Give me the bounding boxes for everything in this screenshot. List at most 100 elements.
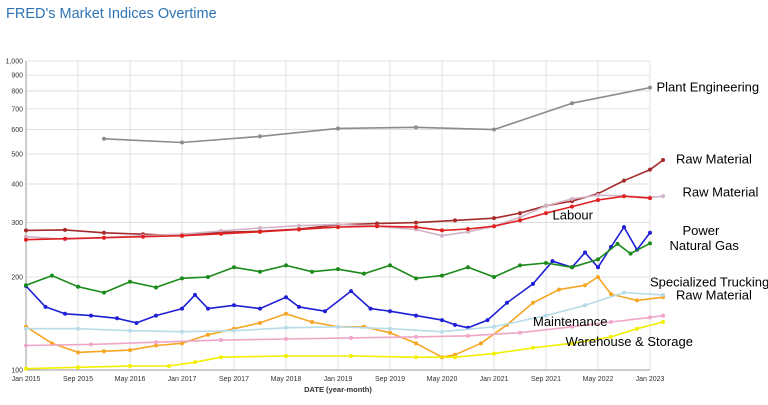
- series-line-natural-gas: [25, 242, 651, 294]
- data-point-power: [453, 322, 457, 327]
- data-point-maintenance: [284, 336, 288, 341]
- data-point-natural-gas: [628, 251, 633, 256]
- data-point-raw-material: [258, 226, 262, 231]
- data-point-specialized-trucking: [310, 320, 314, 325]
- y-tick-label: 500: [11, 152, 23, 159]
- y-tick-label: 900: [11, 73, 23, 80]
- series-label-specialized-trucking: Specialized Trucking: [650, 274, 768, 289]
- data-point-natural-gas: [310, 269, 314, 274]
- data-point-power: [206, 306, 210, 311]
- y-tick-label: 600: [11, 127, 23, 134]
- data-point-warehouse-storage: [349, 353, 353, 358]
- data-point-raw-material: [297, 223, 301, 228]
- data-point-power: [180, 306, 184, 311]
- y-tick-label: 700: [11, 106, 23, 113]
- series-line-plant-engineering: [103, 86, 651, 144]
- data-point-warehouse-storage: [609, 334, 613, 339]
- data-point-raw-material: [440, 329, 444, 334]
- data-point-warehouse-storage: [531, 345, 535, 350]
- x-tick-label: May 2020: [427, 376, 458, 383]
- data-point-labour: [219, 231, 223, 236]
- data-point-raw-material: [544, 203, 548, 208]
- series-label-maintenance: Maintenance: [533, 314, 607, 329]
- data-point-raw-material: [219, 228, 223, 233]
- data-point-specialized-trucking: [609, 292, 613, 297]
- data-point-raw-material: [518, 215, 522, 220]
- x-tick-label: Jan 2017: [168, 376, 197, 383]
- data-point-power: [388, 309, 392, 314]
- data-point-power: [440, 318, 444, 323]
- data-point-power: [648, 230, 652, 235]
- data-point-natural-gas: [232, 265, 236, 270]
- data-point-natural-gas: [206, 274, 210, 279]
- data-point-natural-gas: [24, 283, 28, 288]
- data-point-maintenance: [609, 320, 613, 325]
- data-point-labour: [492, 224, 496, 229]
- data-point-natural-gas: [76, 284, 80, 289]
- series-label-warehouse-storage: Warehouse & Storage: [566, 334, 693, 349]
- data-point-power: [134, 320, 139, 325]
- data-point-natural-gas: [284, 263, 288, 268]
- data-point-power: [193, 292, 197, 297]
- data-point-natural-gas: [492, 274, 496, 279]
- data-point-specialized-trucking: [596, 274, 600, 279]
- data-point-raw-material: [336, 222, 340, 227]
- data-point-specialized-trucking: [154, 343, 158, 348]
- data-point-raw-material: [570, 196, 574, 201]
- data-point-maintenance: [518, 330, 522, 335]
- data-point-maintenance: [349, 335, 353, 340]
- data-point-raw-material: [622, 178, 626, 183]
- series-line-warehouse-storage: [25, 321, 664, 370]
- data-point-natural-gas: [50, 273, 54, 278]
- x-tick-label: Sep 2019: [375, 376, 405, 383]
- data-point-specialized-trucking: [557, 287, 561, 292]
- data-point-natural-gas: [154, 285, 158, 290]
- data-point-warehouse-storage: [635, 326, 639, 331]
- data-point-maintenance: [570, 324, 574, 329]
- data-point-maintenance: [24, 343, 28, 348]
- data-point-power: [43, 304, 48, 309]
- series-line-raw-material: [26, 291, 664, 333]
- data-point-natural-gas: [388, 263, 392, 268]
- data-point-power: [349, 289, 353, 294]
- data-point-specialized-trucking: [583, 283, 587, 288]
- data-point-raw-material: [102, 230, 106, 235]
- data-point-specialized-trucking: [206, 332, 210, 337]
- series-label-power: Power: [683, 223, 721, 238]
- x-tick-label: Jan 2021: [480, 376, 509, 383]
- x-tick-label: Jan 2023: [636, 376, 665, 383]
- data-point-labour: [570, 204, 574, 209]
- y-tick-label: 300: [11, 220, 23, 227]
- data-point-plant-engineering: [180, 140, 184, 145]
- y-tick-label: 800: [11, 88, 23, 95]
- data-point-labour: [297, 227, 301, 232]
- data-point-specialized-trucking: [258, 320, 262, 325]
- data-point-warehouse-storage: [661, 320, 665, 325]
- data-point-specialized-trucking: [635, 298, 639, 303]
- data-point-raw-material: [388, 326, 392, 331]
- data-point-power: [232, 303, 236, 308]
- data-point-labour: [336, 225, 340, 230]
- data-point-power: [583, 250, 587, 255]
- data-point-specialized-trucking: [479, 341, 483, 346]
- data-point-specialized-trucking: [102, 349, 106, 354]
- data-point-plant-engineering: [414, 125, 418, 130]
- data-point-maintenance: [154, 340, 158, 345]
- data-point-warehouse-storage: [453, 355, 457, 360]
- data-point-power: [505, 300, 509, 305]
- data-point-power: [284, 295, 288, 300]
- data-point-natural-gas: [570, 265, 574, 270]
- series-label-natural-gas: Natural Gas: [670, 238, 740, 253]
- data-point-raw-material: [453, 218, 457, 223]
- data-point-power: [485, 318, 490, 323]
- data-point-labour: [102, 235, 106, 240]
- data-point-warehouse-storage: [128, 364, 132, 369]
- data-point-raw-material: [596, 193, 600, 198]
- data-point-labour: [258, 229, 262, 234]
- data-point-specialized-trucking: [414, 341, 418, 346]
- data-point-warehouse-storage: [570, 341, 574, 346]
- data-point-natural-gas: [102, 290, 106, 295]
- data-point-specialized-trucking: [180, 341, 184, 346]
- x-tick-label: May 2016: [115, 376, 146, 383]
